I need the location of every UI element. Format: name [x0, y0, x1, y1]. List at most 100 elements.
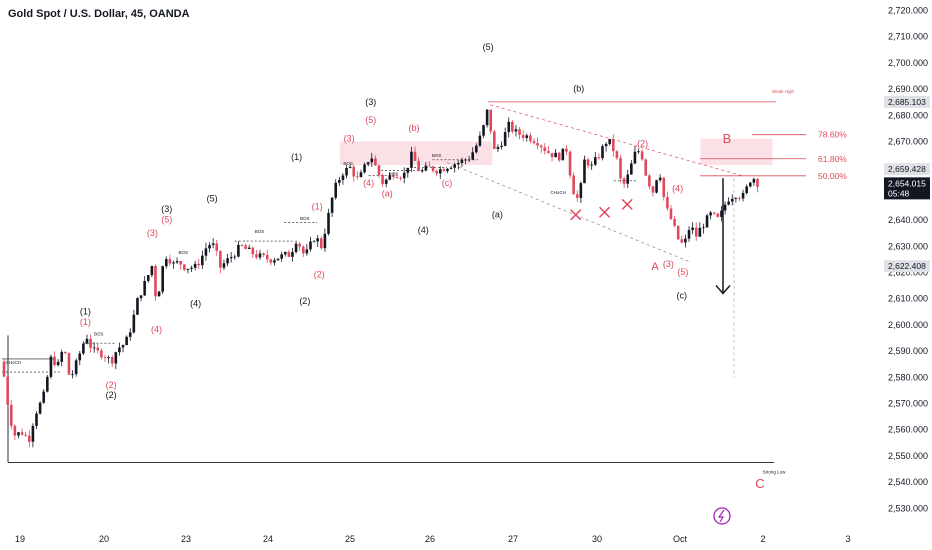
- candle-body: [366, 162, 370, 165]
- candle-body: [258, 253, 262, 258]
- candle-body: [255, 254, 258, 258]
- candle-body: [438, 169, 442, 174]
- candle-body: [456, 163, 460, 165]
- y-tick-label: 2,540.000: [888, 477, 928, 487]
- wave-label: (4): [190, 299, 201, 309]
- candle-body: [78, 353, 82, 361]
- wave-label: (5): [365, 115, 376, 125]
- candle-body: [630, 163, 633, 175]
- low-price-tag-text: 2,622.408: [888, 261, 926, 271]
- candle-body: [309, 241, 312, 250]
- candle-body: [139, 295, 143, 299]
- candle-body: [550, 153, 554, 158]
- candle-body: [402, 172, 406, 179]
- candle-body: [305, 249, 309, 254]
- wave-label: (b): [409, 123, 420, 133]
- candle-body: [283, 252, 287, 255]
- candle-body: [709, 212, 712, 216]
- candle-body: [35, 413, 38, 426]
- wave-label: (3): [663, 259, 674, 269]
- wave-label: (2): [106, 390, 117, 400]
- candle-body: [712, 212, 716, 214]
- candle-body: [395, 177, 399, 178]
- candle-body: [572, 175, 575, 195]
- low-price-tag: [884, 260, 930, 273]
- candle-body: [597, 157, 601, 159]
- candle-body: [500, 145, 503, 147]
- wave-label: (5): [161, 215, 172, 225]
- candle-body: [208, 245, 211, 249]
- channel-upper: [490, 104, 742, 176]
- candle-body: [590, 164, 593, 166]
- candle-body: [215, 243, 219, 251]
- y-tick-label: 2,690.000: [888, 84, 928, 94]
- candle-body: [593, 157, 597, 165]
- candle-body: [118, 347, 121, 353]
- lightning-icon[interactable]: [713, 507, 731, 525]
- current-price-text: 2,654.015: [888, 178, 926, 188]
- candle-body: [626, 174, 630, 184]
- candle-body: [666, 197, 669, 209]
- weak-high-price-tag: [884, 95, 930, 108]
- candle-body: [716, 213, 720, 217]
- arrow-head-icon: [715, 284, 731, 295]
- candle-body: [532, 141, 536, 144]
- candle-body: [121, 345, 125, 348]
- candle-body: [648, 175, 651, 187]
- candle-body: [132, 314, 136, 333]
- candle-body: [71, 374, 74, 375]
- y-tick-label: 2,630.000: [888, 241, 928, 251]
- candle-body: [291, 252, 294, 257]
- x-tick-label: 2: [760, 534, 765, 544]
- candle-body: [183, 264, 186, 270]
- y-tick-label: 2,570.000: [888, 398, 928, 408]
- wave-label: (4): [672, 183, 683, 193]
- candle-body: [547, 150, 550, 154]
- candle-body: [42, 391, 46, 403]
- candle-body: [612, 139, 615, 152]
- x-tick-label: 25: [345, 534, 355, 544]
- candle-body: [334, 182, 338, 198]
- wave-b-label: B: [723, 131, 732, 146]
- candle-body: [312, 241, 316, 243]
- structure-label: BOS: [255, 229, 265, 234]
- wave-label: (1): [312, 202, 323, 212]
- candle-body: [525, 135, 529, 138]
- candle-body: [13, 425, 17, 436]
- y-tick-label: 2,560.000: [888, 425, 928, 435]
- candle-body: [157, 291, 161, 297]
- candle-body: [190, 267, 193, 269]
- wave-label: (c): [677, 291, 688, 301]
- candle-body: [136, 298, 139, 315]
- candle-body: [298, 243, 301, 247]
- candle-body: [684, 238, 687, 243]
- x-tick-label: 24: [263, 534, 273, 544]
- candle-body: [226, 258, 229, 264]
- candle-body: [529, 135, 532, 142]
- candle-body: [482, 125, 485, 136]
- candle-body: [301, 246, 305, 254]
- candle-body: [633, 151, 637, 164]
- candle-body: [446, 168, 449, 172]
- candle-body: [565, 148, 568, 152]
- x-mark-icon: [599, 206, 611, 218]
- y-tick-label: 2,670.000: [888, 136, 928, 146]
- y-tick-label: 2,620.000: [888, 267, 928, 277]
- candle-body: [467, 159, 471, 161]
- candle-body: [46, 376, 49, 392]
- candle-body: [521, 134, 525, 138]
- wave-label: (b): [573, 84, 584, 94]
- candle-body: [420, 170, 424, 172]
- candle-body: [453, 164, 456, 168]
- wave-label: (1): [80, 306, 91, 316]
- fib-price-tag: [884, 163, 930, 176]
- candle-layer: [2, 109, 759, 448]
- candle-body: [431, 166, 435, 171]
- x-mark-icon: [621, 198, 633, 210]
- candle-body: [622, 178, 626, 184]
- candle-body: [377, 165, 381, 175]
- candle-body: [507, 121, 511, 133]
- candle-body: [150, 266, 154, 276]
- candle-body: [38, 402, 42, 414]
